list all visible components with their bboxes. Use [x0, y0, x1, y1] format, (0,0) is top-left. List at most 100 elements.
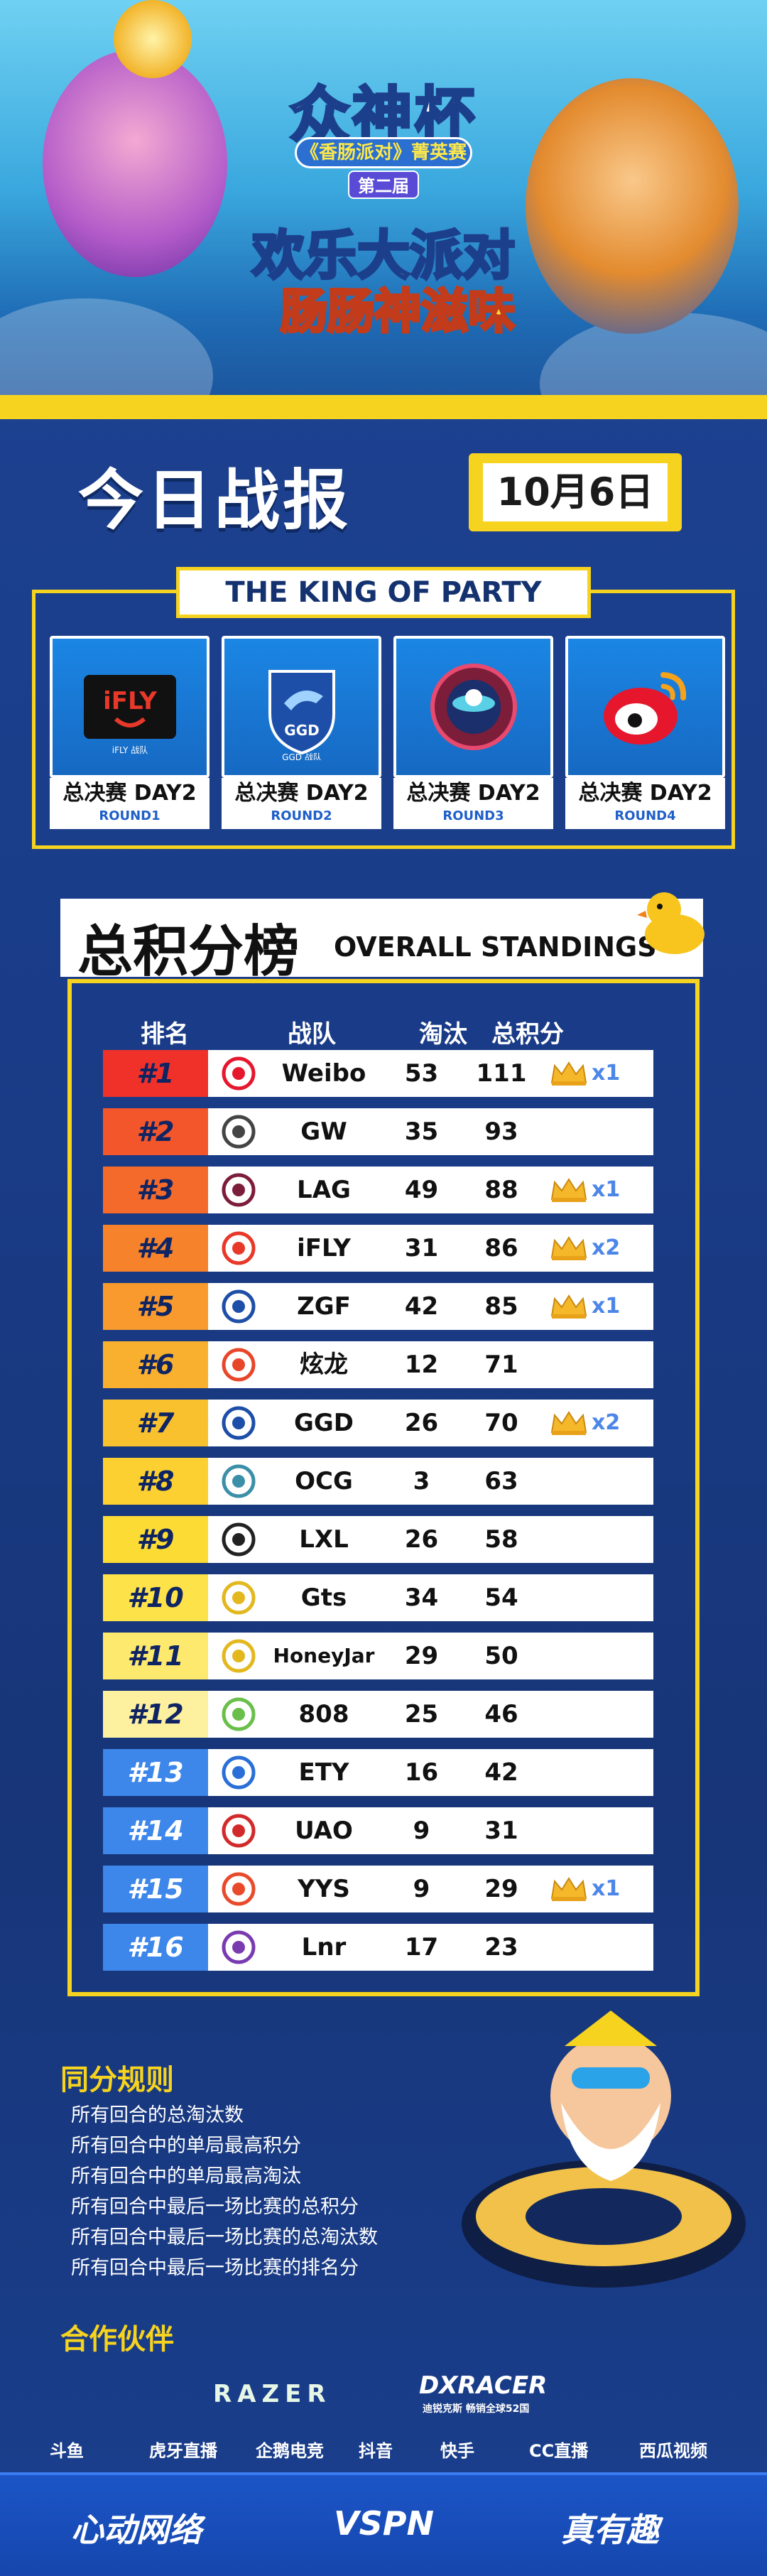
row-body: 808 25 46	[208, 1691, 653, 1738]
team-logo-icon	[221, 1347, 256, 1382]
rank-cell: #15	[103, 1866, 208, 1912]
rank-cell: #11	[103, 1633, 208, 1679]
sponsor-dxracer: DXRACER	[419, 2371, 548, 2400]
hero-banner: 众神杯 《香肠派对》菁英赛 第二届 欢乐大派对 肠肠神滋味	[0, 0, 767, 419]
kills-cell: 9	[413, 1875, 430, 1903]
team-name: Lnr	[301, 1933, 347, 1961]
rank-cell: #14	[103, 1807, 208, 1854]
tie-rule-item: 所有回合中的单局最高淘汰	[71, 2165, 301, 2187]
header-rank: 排名	[141, 1020, 189, 1049]
kills-cell: 29	[404, 1642, 439, 1670]
row-body: UAO 9 31	[208, 1807, 653, 1854]
row-body: Weibo 53 111 x1	[208, 1050, 653, 1097]
crown-count: x1	[592, 1876, 621, 1901]
sponsor-xigua: 西瓜视频	[639, 2441, 707, 2461]
row-body: ETY 16 42	[208, 1749, 653, 1796]
crown-icon	[549, 1409, 589, 1436]
row-body: LAG 49 88 x1	[208, 1167, 653, 1213]
sponsor-egame: 企鹅电竞	[256, 2441, 324, 2461]
round-caption: 总决赛 DAY2 ROUND2	[222, 778, 381, 829]
table-row: #15 YYS 9 29 x1	[103, 1866, 653, 1912]
round-number: ROUND4	[614, 808, 676, 823]
hero-subtitle: 《香肠派对》菁英赛	[295, 137, 472, 168]
crown-icon	[549, 1235, 589, 1262]
points-cell: 54	[484, 1584, 518, 1612]
table-row: #13 ETY 16 42	[103, 1749, 653, 1796]
points-cell: 85	[484, 1292, 518, 1321]
team-logo-box: iFLY iFLY 战队	[50, 636, 210, 778]
rank-cell: #12	[103, 1691, 208, 1738]
row-body: HoneyJar 29 50	[208, 1633, 653, 1679]
table-row: #12 808 25 46	[103, 1691, 653, 1738]
table-row: #14 UAO 9 31	[103, 1807, 653, 1854]
row-body: GW 35 93	[208, 1108, 653, 1155]
team-logo-icon	[221, 1755, 256, 1790]
kills-cell: 34	[404, 1584, 439, 1612]
standings-header: 总积分榜 OVERALL STANDINGS	[60, 899, 703, 984]
rank-cell: #10	[103, 1574, 208, 1621]
bottom-bar	[0, 2472, 767, 2576]
table-row: #3 LAG 49 88 x1	[103, 1167, 653, 1213]
rank-cell: #3	[103, 1167, 208, 1213]
round-title: 总决赛 DAY2	[406, 781, 540, 806]
round-card-3: 总决赛 DAY2 ROUND3	[393, 636, 553, 829]
round-number: ROUND3	[442, 808, 504, 823]
round-title: 总决赛 DAY2	[578, 781, 712, 806]
header-points: 总积分	[491, 1020, 564, 1049]
points-cell: 63	[484, 1467, 518, 1495]
rank-cell: #6	[103, 1341, 208, 1388]
team-logo-icon	[221, 1056, 256, 1091]
sponsor-douyu: 斗鱼	[50, 2441, 84, 2461]
team-name: ETY	[298, 1758, 349, 1787]
tie-rule-item: 所有回合中最后一场比赛的总淘汰数	[71, 2226, 378, 2248]
kills-cell: 12	[404, 1351, 439, 1379]
team-logo-box	[565, 636, 725, 778]
team-name: iFLY	[297, 1234, 351, 1262]
svg-text:GGD: GGD	[284, 722, 319, 739]
sponsor-huya: 虎牙直播	[149, 2441, 217, 2461]
points-cell: 86	[484, 1234, 518, 1262]
tie-rule-item: 所有回合中的单局最高积分	[71, 2135, 301, 2157]
rank-cell: #7	[103, 1400, 208, 1446]
points-cell: 46	[484, 1700, 518, 1728]
team-name: 808	[298, 1700, 349, 1728]
kills-cell: 49	[404, 1176, 439, 1204]
points-cell: 93	[484, 1117, 518, 1146]
partners-title: 合作伙伴	[60, 2323, 174, 2356]
sausage-icon	[114, 0, 192, 78]
round-card-2: GGD GGD 战队 总决赛 DAY2 ROUND2	[222, 636, 381, 829]
team-logo-icon	[221, 1696, 256, 1732]
points-cell: 23	[484, 1933, 518, 1961]
sponsor-razer: RAZER	[213, 2380, 332, 2408]
kills-cell: 53	[404, 1059, 439, 1088]
team-name: GGD	[293, 1409, 354, 1437]
team-logo-box: GGD GGD 战队	[222, 636, 381, 778]
team-name: ZGF	[297, 1292, 351, 1321]
crown-count: x1	[592, 1177, 621, 1202]
team-logo-icon	[221, 1463, 256, 1499]
logo-zhenyouqu: 真有趣	[561, 2511, 659, 2549]
round-card-1: iFLY iFLY 战队 总决赛 DAY2 ROUND1	[50, 636, 210, 829]
team-logo-icon	[221, 1289, 256, 1324]
team-logo-icon	[221, 1405, 256, 1441]
kills-cell: 16	[404, 1758, 439, 1787]
row-body: 炫龙 12 71	[208, 1341, 653, 1388]
kills-cell: 35	[404, 1117, 439, 1146]
kills-cell: 9	[413, 1817, 430, 1845]
team-logo-icon	[221, 1522, 256, 1557]
row-body: OCG 3 63	[208, 1458, 653, 1505]
kills-cell: 3	[413, 1467, 430, 1495]
standings-title-en: OVERALL STANDINGS	[334, 931, 657, 963]
row-body: ZGF 42 85 x1	[208, 1283, 653, 1330]
row-body: Gts 34 54	[208, 1574, 653, 1621]
points-cell: 70	[484, 1409, 518, 1437]
crown-icon	[549, 1176, 589, 1203]
svg-text:iFLY: iFLY	[103, 687, 157, 715]
lag-logo-icon	[430, 664, 517, 750]
rank-cell: #2	[103, 1108, 208, 1155]
edition-badge: 第二届	[348, 171, 419, 199]
kills-cell: 31	[404, 1234, 439, 1262]
rank-cell: #1	[103, 1050, 208, 1097]
row-body: YYS 9 29 x1	[208, 1866, 653, 1912]
